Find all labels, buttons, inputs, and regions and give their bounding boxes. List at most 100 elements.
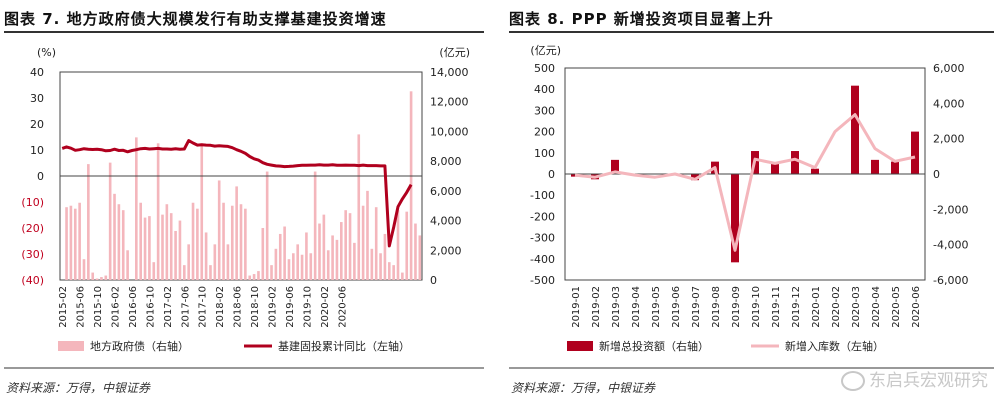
ppp-investment-bar xyxy=(871,159,879,174)
local-gov-bond-bar xyxy=(65,207,68,280)
local-gov-bond-bar xyxy=(174,230,177,280)
right-legend-line-label: 新增入库数（左轴） xyxy=(785,339,884,353)
local-gov-bond-bar xyxy=(252,274,256,280)
left-y-tick-label: (40) xyxy=(21,274,44,287)
local-gov-bond-bar xyxy=(270,265,273,280)
left-x-tick-label: 2016-06 xyxy=(128,286,139,328)
left-x-tick-label: 2017-02 xyxy=(163,286,174,328)
ppp-investment-bar xyxy=(811,168,819,174)
right-chart-right-y-tick-label: -4,000 xyxy=(933,239,968,252)
local-gov-bond-bar xyxy=(148,216,151,280)
local-gov-bond-bar xyxy=(209,265,212,280)
infra-investment-yoy-line xyxy=(61,139,413,248)
local-gov-bond-bar xyxy=(274,248,278,280)
left-x-tick-label: 2017-06 xyxy=(180,286,191,328)
local-gov-bond-bar xyxy=(165,204,169,280)
local-gov-bond-bar xyxy=(187,244,190,280)
left-legend-bar-label: 地方政府债（右轴） xyxy=(90,339,189,353)
left-legend-line-label: 基建固投累计同比（左轴） xyxy=(278,339,410,353)
local-gov-bond-bar xyxy=(139,202,142,280)
left-y-tick-label: 0 xyxy=(37,170,44,183)
right-title-rule xyxy=(509,31,994,33)
local-gov-bond-bar xyxy=(396,210,400,280)
right-y-tick-label: 10,000 xyxy=(430,125,469,138)
left-axis-unit: (%) xyxy=(37,46,56,59)
right-y-tick-label: 14,000 xyxy=(430,66,469,79)
left-x-tick-label: 2019-06 xyxy=(285,286,296,328)
local-gov-bond-bar xyxy=(135,137,138,280)
local-gov-bond-bar xyxy=(204,232,208,280)
local-gov-bond-bar xyxy=(161,214,164,280)
ppp-investment-bar xyxy=(731,174,739,263)
left-chart-svg: (%) (亿元) 40 30 20 10 0 (10) (20) (30) (40) 14,000 12… xyxy=(4,46,484,369)
local-gov-bond-bar xyxy=(230,205,234,280)
right-x-tick-label: 2020-06 xyxy=(911,286,922,328)
local-gov-bond-bar xyxy=(296,244,300,280)
local-gov-bond-bar xyxy=(383,233,387,280)
local-gov-bond-bar xyxy=(261,228,265,280)
local-gov-bond-bar xyxy=(265,171,269,280)
left-title-rule xyxy=(4,31,484,33)
right-chart-left-y-tick-label: -200 xyxy=(530,210,555,223)
ppp-investment-bar xyxy=(791,151,799,174)
right-y-tick-label: 12,000 xyxy=(430,96,469,109)
right-x-tick-label: 2019-11 xyxy=(771,286,782,328)
ppp-investment-bar xyxy=(911,131,919,174)
right-chart-right-y-tick-label: -6,000 xyxy=(933,274,968,287)
local-gov-bond-bar xyxy=(292,253,295,280)
ppp-investment-bar xyxy=(611,159,619,174)
local-gov-bond-bar xyxy=(126,250,129,280)
left-x-tick-label: 2015-10 xyxy=(93,286,104,328)
local-gov-bond-bar xyxy=(178,220,182,280)
left-y-tick-label: (30) xyxy=(21,248,44,261)
left-x-tick-label: 2016-02 xyxy=(111,286,122,328)
right-x-tick-label: 2020-05 xyxy=(891,286,902,328)
local-gov-bond-bar xyxy=(121,210,125,280)
right-y-tick-label: 4,000 xyxy=(430,215,462,228)
local-gov-bond-bar xyxy=(87,164,90,280)
right-x-tick-label: 2019-01 xyxy=(571,286,582,328)
right-x-tick-label: 2020-04 xyxy=(871,286,882,328)
left-chart-source: 资料来源：万得，中银证券 xyxy=(6,381,151,395)
local-gov-bond-bar xyxy=(401,272,404,280)
local-gov-bond-bar xyxy=(353,242,356,280)
local-gov-bond-bar xyxy=(100,277,103,280)
local-gov-bond-bar xyxy=(278,233,282,280)
right-chart-right-y-tick-label: 2,000 xyxy=(933,133,965,146)
local-gov-bond-bar xyxy=(379,253,382,280)
local-gov-bond-bar xyxy=(191,202,195,280)
local-gov-bond-bar xyxy=(357,134,361,280)
local-gov-bond-bar xyxy=(309,253,313,280)
local-gov-bond-bar xyxy=(257,271,260,280)
local-gov-bond-bar xyxy=(200,143,204,280)
right-x-tick-label: 2019-10 xyxy=(751,286,762,328)
local-gov-bond-bar xyxy=(78,202,81,280)
right-chart-right-y-tick-label: 4,000 xyxy=(933,97,965,110)
right-x-tick-label: 2020-02 xyxy=(831,286,842,328)
right-y-tick-label: 2,000 xyxy=(430,244,462,257)
right-x-tick-label: 2019-12 xyxy=(791,286,802,328)
local-gov-bond-bar xyxy=(69,205,73,280)
local-gov-bond-bar xyxy=(331,235,334,280)
local-gov-bond-bar xyxy=(418,235,422,280)
right-chart-source: 资料来源：万得，中银证券 xyxy=(511,381,656,395)
local-gov-bond-bar xyxy=(392,265,395,280)
local-gov-bond-bar xyxy=(169,213,173,280)
local-gov-bond-bar xyxy=(217,180,221,280)
left-legend-bar-swatch xyxy=(58,341,84,351)
right-x-tick-label: 2019-08 xyxy=(711,286,722,328)
local-gov-bond-bar xyxy=(226,244,230,280)
right-axis-unit: (亿元) xyxy=(439,46,470,59)
left-chart-title: 图表 7. 地方政府债大规模发行有助支撑基建投资增速 xyxy=(4,10,387,28)
right-chart-right-y-tick-label: 6,000 xyxy=(933,62,965,75)
local-gov-bond-bar xyxy=(239,204,243,280)
local-gov-bond-bar xyxy=(235,186,238,280)
right-chart-title: 图表 8. PPP 新增投资项目显著上升 xyxy=(509,10,774,28)
left-y-tick-label: 20 xyxy=(30,118,44,131)
ppp-investment-bar xyxy=(891,161,899,174)
local-gov-bond-bar xyxy=(152,262,156,280)
right-x-tick-label: 2019-04 xyxy=(631,286,642,328)
right-chart-right-y-tick-label: -2,000 xyxy=(933,203,968,216)
local-gov-bond-bar xyxy=(283,226,286,280)
